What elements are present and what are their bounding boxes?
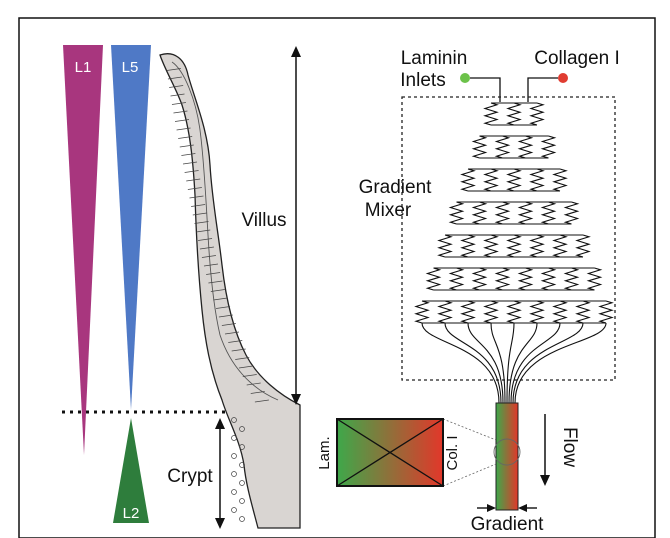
mixer-network	[416, 103, 612, 403]
flow-arrow-head	[540, 475, 550, 486]
flow-label: Flow	[559, 427, 580, 467]
villus-arrow-top-head	[291, 46, 301, 57]
outlet-channel	[496, 403, 518, 510]
crypt-arrow-bottom-head	[215, 518, 225, 529]
laminin-feed-line	[470, 78, 500, 102]
col-i-label: Col. I	[444, 435, 461, 470]
crypt-arrow-top-head	[215, 418, 225, 429]
gradient-mixer-label-line2: Mixer	[365, 200, 412, 221]
l1-label: L1	[75, 59, 92, 76]
tissue-body	[160, 54, 300, 528]
laminin-inlet	[460, 73, 470, 83]
lam-label: Lam.	[316, 436, 333, 469]
crypt-label: Crypt	[167, 466, 213, 487]
laminin-inlets-label-line2: Inlets	[400, 70, 445, 91]
l5-label: L5	[122, 59, 139, 76]
l2-label: L2	[123, 505, 140, 522]
gradient-arrow-left-head	[487, 504, 496, 512]
collagen-inlet	[558, 73, 568, 83]
gradient-arrow-right-head	[518, 504, 527, 512]
gradient-mixer-label-line1: Gradient	[359, 177, 433, 198]
l5-gradient-wedge	[111, 45, 151, 410]
collagen-feed-line	[528, 78, 558, 102]
l1-gradient-wedge	[63, 45, 103, 455]
villus-label: Villus	[241, 210, 286, 231]
gradient-label: Gradient	[471, 514, 545, 535]
collagen-i-label: Collagen I	[534, 48, 620, 69]
villus-crypt-tissue	[160, 54, 300, 528]
laminin-inlets-label-line1: Laminin	[401, 48, 468, 69]
